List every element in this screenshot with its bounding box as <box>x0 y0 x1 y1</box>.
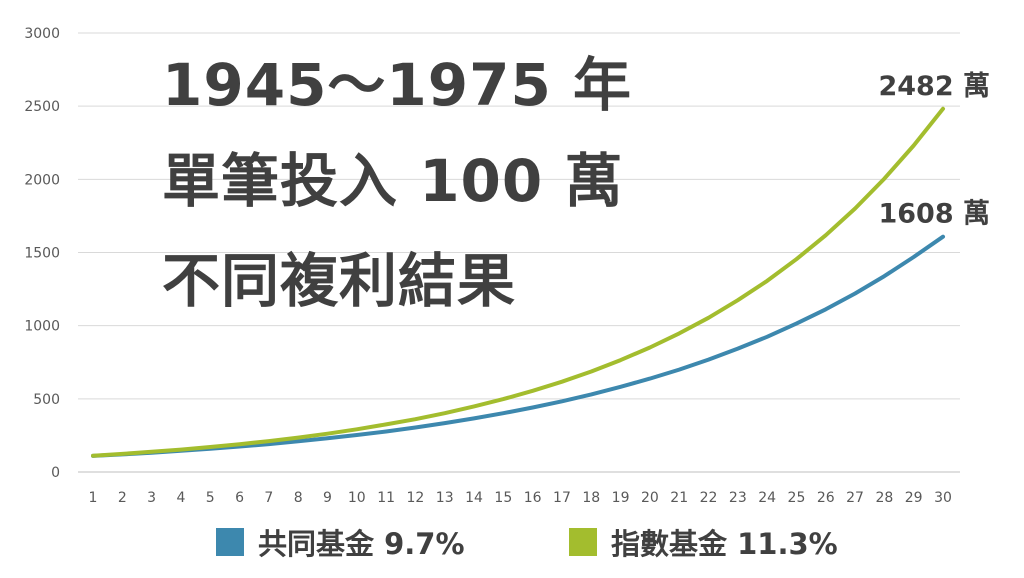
title-line-1: 1945～1975 年 <box>162 51 633 119</box>
title-line-3: 不同複利結果 <box>162 247 517 315</box>
legend-item-mutual-fund: 共同基金 9.7% <box>216 527 465 561</box>
x-tick-label: 14 <box>465 490 483 506</box>
legend-item-index-fund: 指數基金 11.3% <box>569 527 838 561</box>
x-tick-label: 26 <box>817 490 835 506</box>
legend-label-mutual-fund: 共同基金 9.7% <box>258 527 465 561</box>
x-tick-label: 3 <box>147 490 156 506</box>
y-tick-label: 1500 <box>24 246 60 262</box>
x-tick-label: 18 <box>582 490 600 506</box>
x-tick-label: 16 <box>524 490 542 506</box>
x-tick-label: 30 <box>934 490 952 506</box>
series-lines <box>91 106 945 458</box>
x-tick-label: 10 <box>348 490 366 506</box>
x-tick-label: 29 <box>905 490 923 506</box>
x-axis-ticks: 1 2 3 4 5 6 7 8 9 10 11 12 13 14 15 16 17 18 19 20 21 22 23 24 2… <box>89 490 952 506</box>
legend-swatch-index-fund <box>569 528 597 556</box>
x-tick-label: 25 <box>788 490 806 506</box>
x-tick-label: 7 <box>264 490 273 506</box>
x-tick-label: 19 <box>612 490 630 506</box>
series-line-1 <box>91 106 945 458</box>
x-tick-label: 8 <box>294 490 303 506</box>
legend-swatch-mutual-fund <box>216 528 244 556</box>
x-tick-label: 12 <box>406 490 424 506</box>
grid-lines <box>78 32 960 473</box>
x-tick-label: 22 <box>700 490 718 506</box>
x-tick-label: 13 <box>436 490 454 506</box>
legend-label-index-fund: 指數基金 11.3% <box>611 527 838 561</box>
y-tick-label: 500 <box>33 392 60 408</box>
series-end-label-1: 2482 萬 <box>878 71 990 102</box>
series-line-0 <box>91 234 945 458</box>
x-tick-label: 9 <box>323 490 332 506</box>
x-tick-label: 27 <box>846 490 864 506</box>
x-tick-label: 4 <box>176 490 185 506</box>
x-tick-label: 15 <box>494 490 512 506</box>
x-tick-label: 17 <box>553 490 571 506</box>
x-tick-label: 21 <box>670 490 688 506</box>
x-tick-label: 28 <box>875 490 893 506</box>
x-tick-label: 11 <box>377 490 395 506</box>
y-tick-label: 0 <box>51 465 60 481</box>
title-line-2: 單筆投入 100 萬 <box>162 147 624 215</box>
y-tick-label: 3000 <box>24 26 60 42</box>
x-tick-label: 20 <box>641 490 659 506</box>
y-axis-ticks: 0 500 1000 1500 2000 2500 3000 <box>24 26 60 481</box>
x-tick-label: 2 <box>118 490 127 506</box>
y-tick-label: 1000 <box>24 319 60 335</box>
y-tick-label: 2500 <box>24 99 60 115</box>
y-tick-label: 2000 <box>24 172 60 188</box>
x-tick-label: 5 <box>206 490 215 506</box>
x-tick-label: 24 <box>758 490 776 506</box>
end-labels: 1608 萬 2482 萬 <box>878 71 990 230</box>
x-tick-label: 6 <box>235 490 244 506</box>
series-end-label-0: 1608 萬 <box>878 199 990 230</box>
x-tick-label: 1 <box>89 490 98 506</box>
x-tick-label: 23 <box>729 490 747 506</box>
